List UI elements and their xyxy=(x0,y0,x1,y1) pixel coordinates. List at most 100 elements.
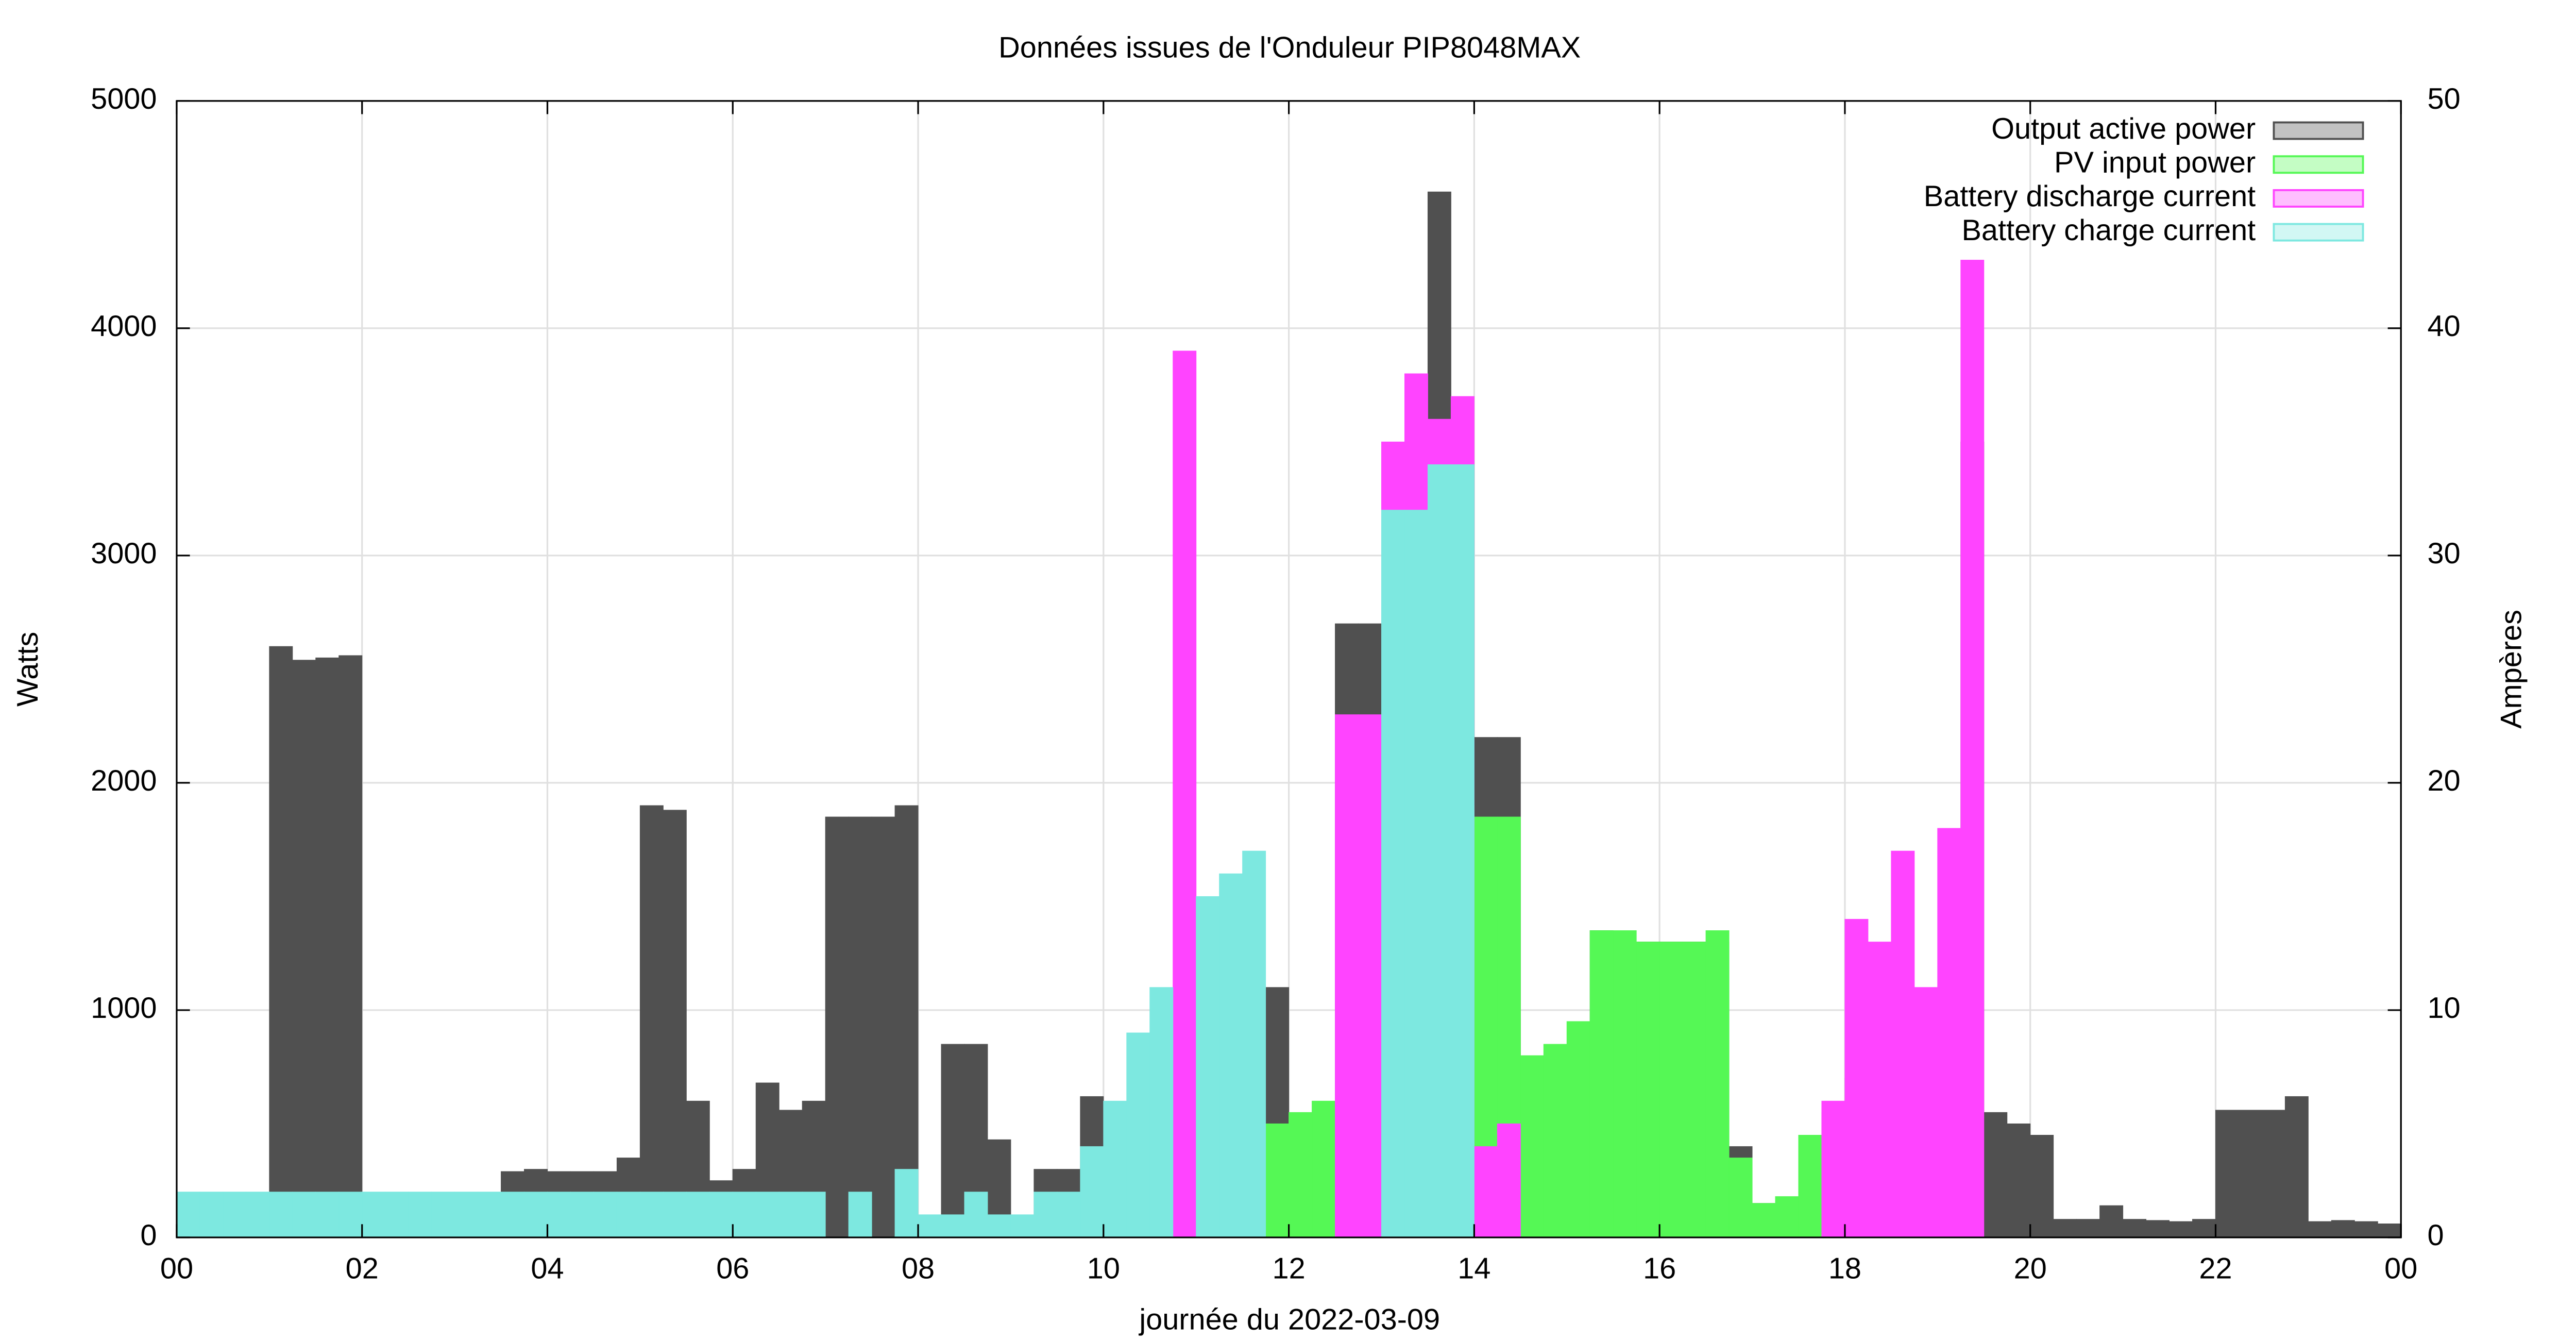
bar xyxy=(246,1192,270,1238)
bar xyxy=(454,1192,479,1238)
bar xyxy=(941,1044,965,1238)
y2-tick-label: 30 xyxy=(2428,537,2461,570)
bar xyxy=(269,1192,293,1238)
y2-tick-label: 10 xyxy=(2428,992,2461,1025)
x-axis-label: journée du 2022-03-09 xyxy=(1138,1303,1440,1336)
x-tick-label: 06 xyxy=(716,1252,749,1285)
bar xyxy=(593,1192,617,1238)
bar xyxy=(1149,987,1174,1238)
chart-title: Données issues de l'Onduleur PIP8048MAX xyxy=(998,31,1581,64)
bar xyxy=(1844,919,1869,1238)
bar xyxy=(894,805,919,1238)
bar xyxy=(524,1192,548,1238)
bar xyxy=(616,1192,640,1238)
bar xyxy=(1173,350,1197,1238)
bar xyxy=(2123,1219,2147,1238)
bar xyxy=(1520,1055,1544,1238)
bar xyxy=(848,816,872,1238)
x-tick-label: 12 xyxy=(1273,1252,1306,1285)
legend-swatch xyxy=(2273,223,2364,242)
x-tick-label: 22 xyxy=(2199,1252,2232,1285)
bar xyxy=(501,1192,525,1238)
y2-tick-label: 50 xyxy=(2428,82,2461,115)
bar xyxy=(1242,850,1266,1238)
legend-swatch xyxy=(2273,189,2364,208)
bar xyxy=(2053,1219,2077,1238)
bar xyxy=(478,1192,502,1238)
x-tick-label: 00 xyxy=(2384,1252,2417,1285)
bar xyxy=(1450,464,1475,1238)
bar xyxy=(1984,1112,2008,1238)
y-tick-label: 0 xyxy=(140,1219,157,1252)
bar xyxy=(2192,1219,2216,1238)
bar xyxy=(338,655,363,1238)
bar xyxy=(1937,828,1961,1238)
bar xyxy=(1798,1135,1822,1238)
bar xyxy=(1728,1158,1753,1238)
bar xyxy=(1705,930,1730,1238)
legend-label: Output active power xyxy=(1991,112,2256,145)
bar xyxy=(1613,930,1637,1238)
x-tick-label: 18 xyxy=(1828,1252,1861,1285)
bar xyxy=(547,1192,571,1238)
bar xyxy=(2377,1224,2401,1238)
bar xyxy=(1868,942,1892,1238)
bar xyxy=(1033,1192,1058,1238)
bar xyxy=(338,1192,363,1238)
x-tick-label: 10 xyxy=(1087,1252,1120,1285)
bar xyxy=(570,1192,594,1238)
bar xyxy=(1404,510,1428,1238)
bar xyxy=(663,810,687,1238)
bar xyxy=(825,816,849,1238)
bar xyxy=(1775,1196,1799,1238)
bar xyxy=(2215,1110,2239,1238)
bar xyxy=(941,1214,965,1238)
bar xyxy=(964,1192,988,1238)
bar xyxy=(1312,1100,1336,1238)
bar xyxy=(1358,714,1382,1238)
bar xyxy=(2146,1220,2170,1238)
bar xyxy=(2331,1220,2355,1238)
bar xyxy=(176,1192,200,1238)
bar xyxy=(1589,930,1614,1238)
y-tick-label: 4000 xyxy=(91,310,157,343)
bar xyxy=(2284,1096,2309,1238)
bar xyxy=(2007,1123,2031,1238)
bar xyxy=(1682,942,1706,1238)
y2-tick-label: 40 xyxy=(2428,310,2461,343)
bar xyxy=(2238,1110,2262,1238)
bar xyxy=(1543,1044,1567,1238)
bar xyxy=(1010,1214,1035,1238)
bar xyxy=(1636,942,1660,1238)
bar xyxy=(1289,1112,1313,1238)
bar xyxy=(709,1192,733,1238)
bar xyxy=(199,1192,224,1238)
bar xyxy=(292,660,316,1238)
bar xyxy=(1265,1123,1290,1238)
x-tick-label: 08 xyxy=(902,1252,935,1285)
y2-tick-label: 0 xyxy=(2428,1219,2444,1252)
y-axis-label: Watts xyxy=(11,632,44,707)
bar xyxy=(362,1192,386,1238)
bar xyxy=(802,1192,826,1238)
x-tick-label: 04 xyxy=(531,1252,564,1285)
y-tick-label: 1000 xyxy=(91,992,157,1025)
bar xyxy=(431,1192,455,1238)
bar xyxy=(1752,1203,1776,1238)
bar xyxy=(987,1214,1011,1238)
x-tick-label: 14 xyxy=(1458,1252,1490,1285)
bar xyxy=(2076,1219,2100,1238)
bar xyxy=(385,1192,409,1238)
bar xyxy=(2099,1205,2124,1238)
bar xyxy=(1335,714,1359,1238)
bar xyxy=(639,805,664,1238)
y2-tick-label: 20 xyxy=(2428,764,2461,797)
legend-label: Battery discharge current xyxy=(1924,180,2256,213)
bar xyxy=(1219,873,1243,1238)
bar xyxy=(1057,1192,1081,1238)
bar xyxy=(315,1192,340,1238)
bar xyxy=(732,1192,756,1238)
bar xyxy=(848,1192,872,1238)
